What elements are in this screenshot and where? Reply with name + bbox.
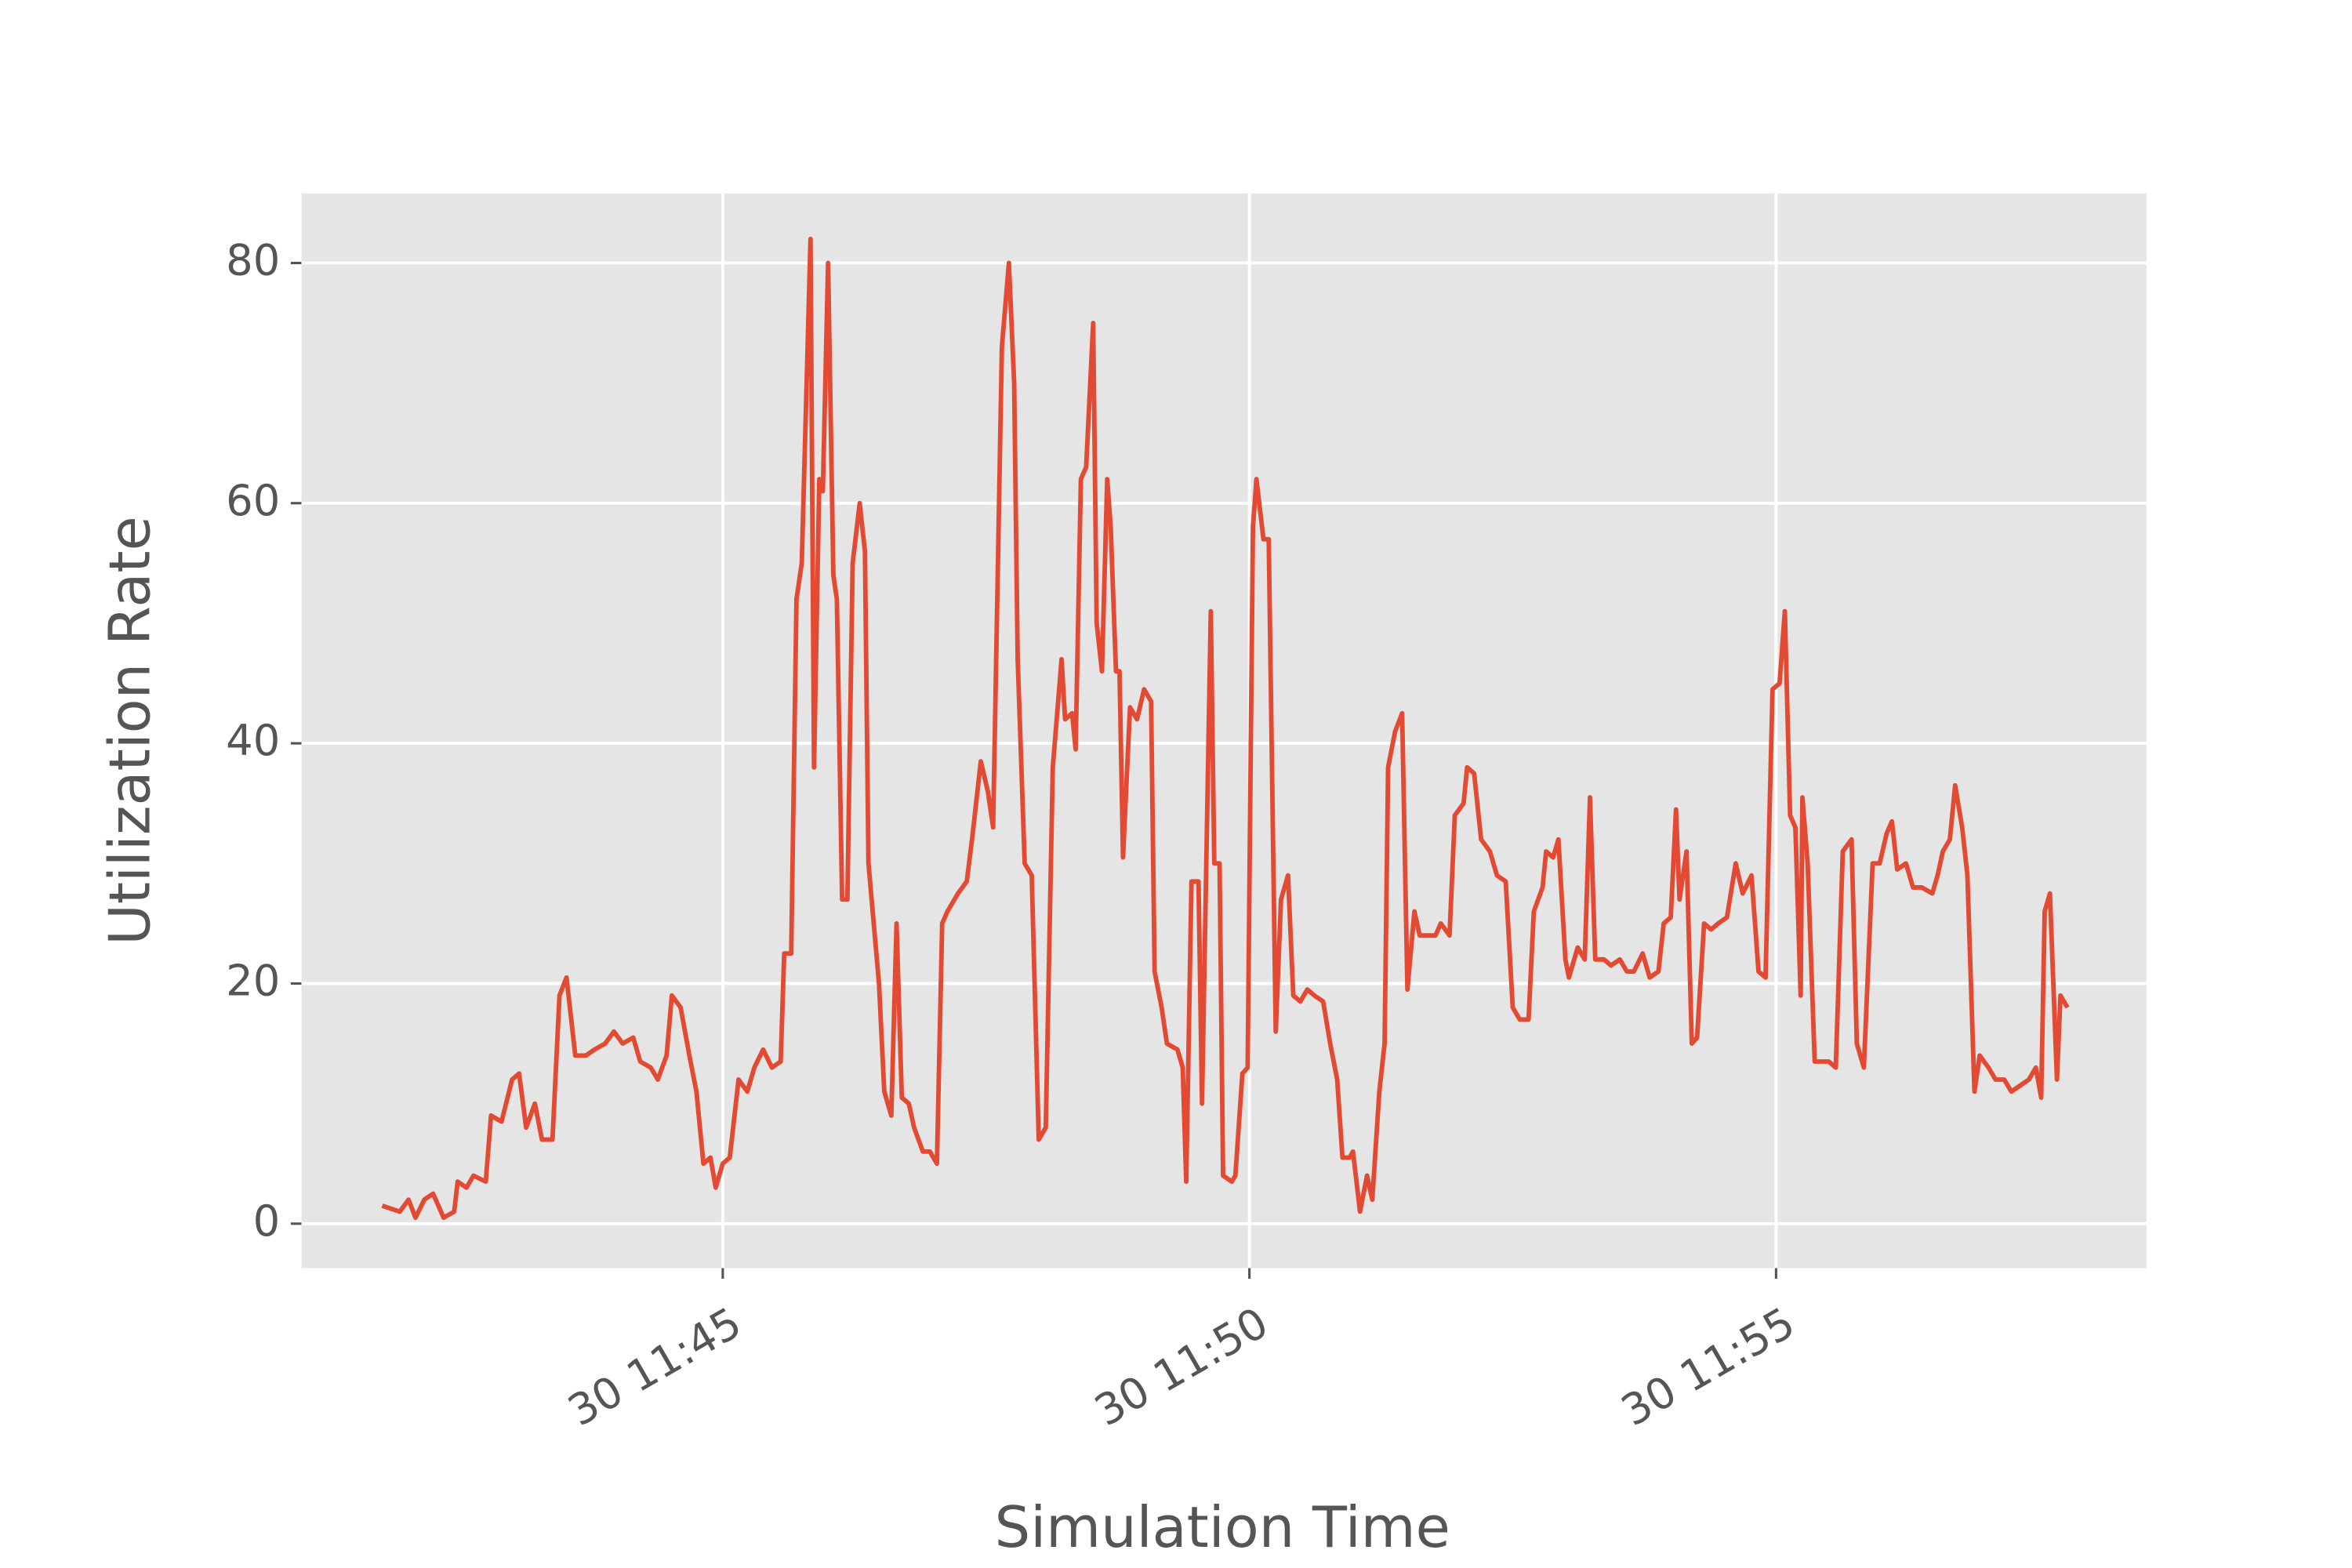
y-tick-label: 0 (253, 1196, 281, 1246)
x-tick-label: 30 11:55 (1613, 1298, 1803, 1436)
data-line (381, 236, 2070, 1221)
x-tick-label: 30 11:50 (1087, 1298, 1276, 1436)
y-axis-title: Utilization Rate (96, 516, 162, 945)
x-axis-title: Simulation Time (995, 1494, 1450, 1560)
grid (301, 193, 2147, 1269)
y-tick-label: 20 (226, 956, 280, 1006)
y-tick-label: 40 (226, 716, 280, 765)
x-tick-label: 30 11:45 (560, 1298, 750, 1436)
y-tick-label: 80 (226, 236, 280, 285)
y-tick-label: 60 (226, 476, 280, 525)
series (381, 236, 2070, 1221)
